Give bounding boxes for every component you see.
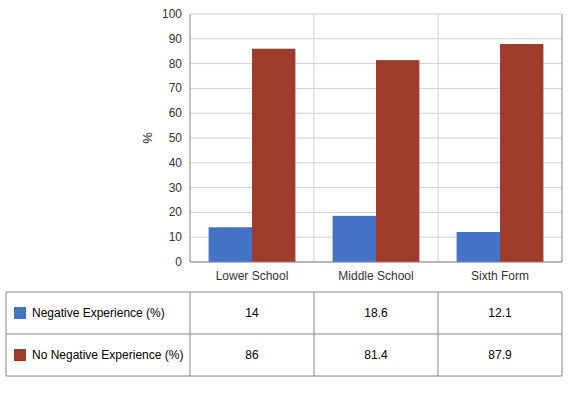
grid <box>190 14 562 262</box>
x-axis-line <box>190 262 562 263</box>
legend-swatch <box>14 307 26 319</box>
data-label: 12.1 <box>488 306 512 320</box>
chart-container: 0 10 20 30 40 50 60 70 80 90 100 Lower School Middle… <box>0 0 572 393</box>
y-tick-label: 90 <box>169 32 183 46</box>
data-label: 87.9 <box>488 348 512 362</box>
y-tick-label: 100 <box>162 7 182 21</box>
category-divider <box>314 14 315 262</box>
legend-label: No Negative Experience (%) <box>32 348 183 362</box>
table-rule <box>562 292 563 376</box>
bar <box>252 49 295 262</box>
y-tick-label: 80 <box>169 57 183 71</box>
grid-line <box>190 38 562 39</box>
y-axis-label: % <box>140 132 155 144</box>
table-rule <box>314 292 315 376</box>
y-tick-label: 50 <box>169 131 183 145</box>
data-label: 81.4 <box>364 348 388 362</box>
chart-svg: 0 10 20 30 40 50 60 70 80 90 100 Lower School Middle… <box>0 0 572 393</box>
legend-swatch <box>14 349 26 361</box>
y-tick-label: 70 <box>169 81 183 95</box>
bar <box>209 227 252 262</box>
data-label: 18.6 <box>364 306 388 320</box>
y-tick-label: 60 <box>169 106 183 120</box>
y-tick-label: 10 <box>169 230 183 244</box>
bars <box>209 44 544 262</box>
data-table: Negative Experience (%) 14 18.6 12.1 No Nega… <box>6 292 562 376</box>
grid-line <box>190 262 562 263</box>
table-rule <box>6 292 562 293</box>
y-tick-label: 40 <box>169 156 183 170</box>
table-rule <box>6 376 562 377</box>
y-axis-line <box>190 14 191 262</box>
grid-line <box>190 14 562 15</box>
bar <box>333 216 376 262</box>
bar <box>376 60 419 262</box>
bar <box>457 232 500 262</box>
bar <box>500 44 543 262</box>
legend-label: Negative Experience (%) <box>32 306 165 320</box>
x-tick-label: Sixth Form <box>471 269 529 283</box>
data-label: 86 <box>245 348 259 362</box>
y-tick-label: 0 <box>175 255 182 269</box>
table-rule <box>6 334 562 335</box>
category-divider <box>438 14 439 262</box>
table-rule <box>6 292 7 376</box>
table-rule <box>190 292 191 376</box>
y-tick-label: 30 <box>169 181 183 195</box>
table-rule <box>438 292 439 376</box>
x-tick-label: Middle School <box>338 269 413 283</box>
x-tick-label: Lower School <box>216 269 289 283</box>
plot-border <box>562 14 563 262</box>
data-label: 14 <box>245 306 259 320</box>
y-tick-label: 20 <box>169 205 183 219</box>
